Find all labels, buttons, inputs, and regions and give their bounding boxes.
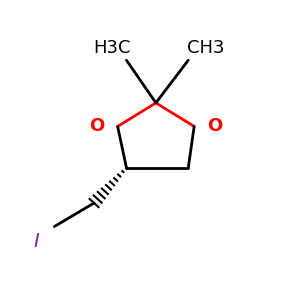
Text: I: I (34, 232, 40, 251)
Text: H3C: H3C (93, 39, 130, 57)
Text: O: O (89, 117, 104, 135)
Text: CH3: CH3 (187, 39, 225, 57)
Text: O: O (207, 117, 223, 135)
